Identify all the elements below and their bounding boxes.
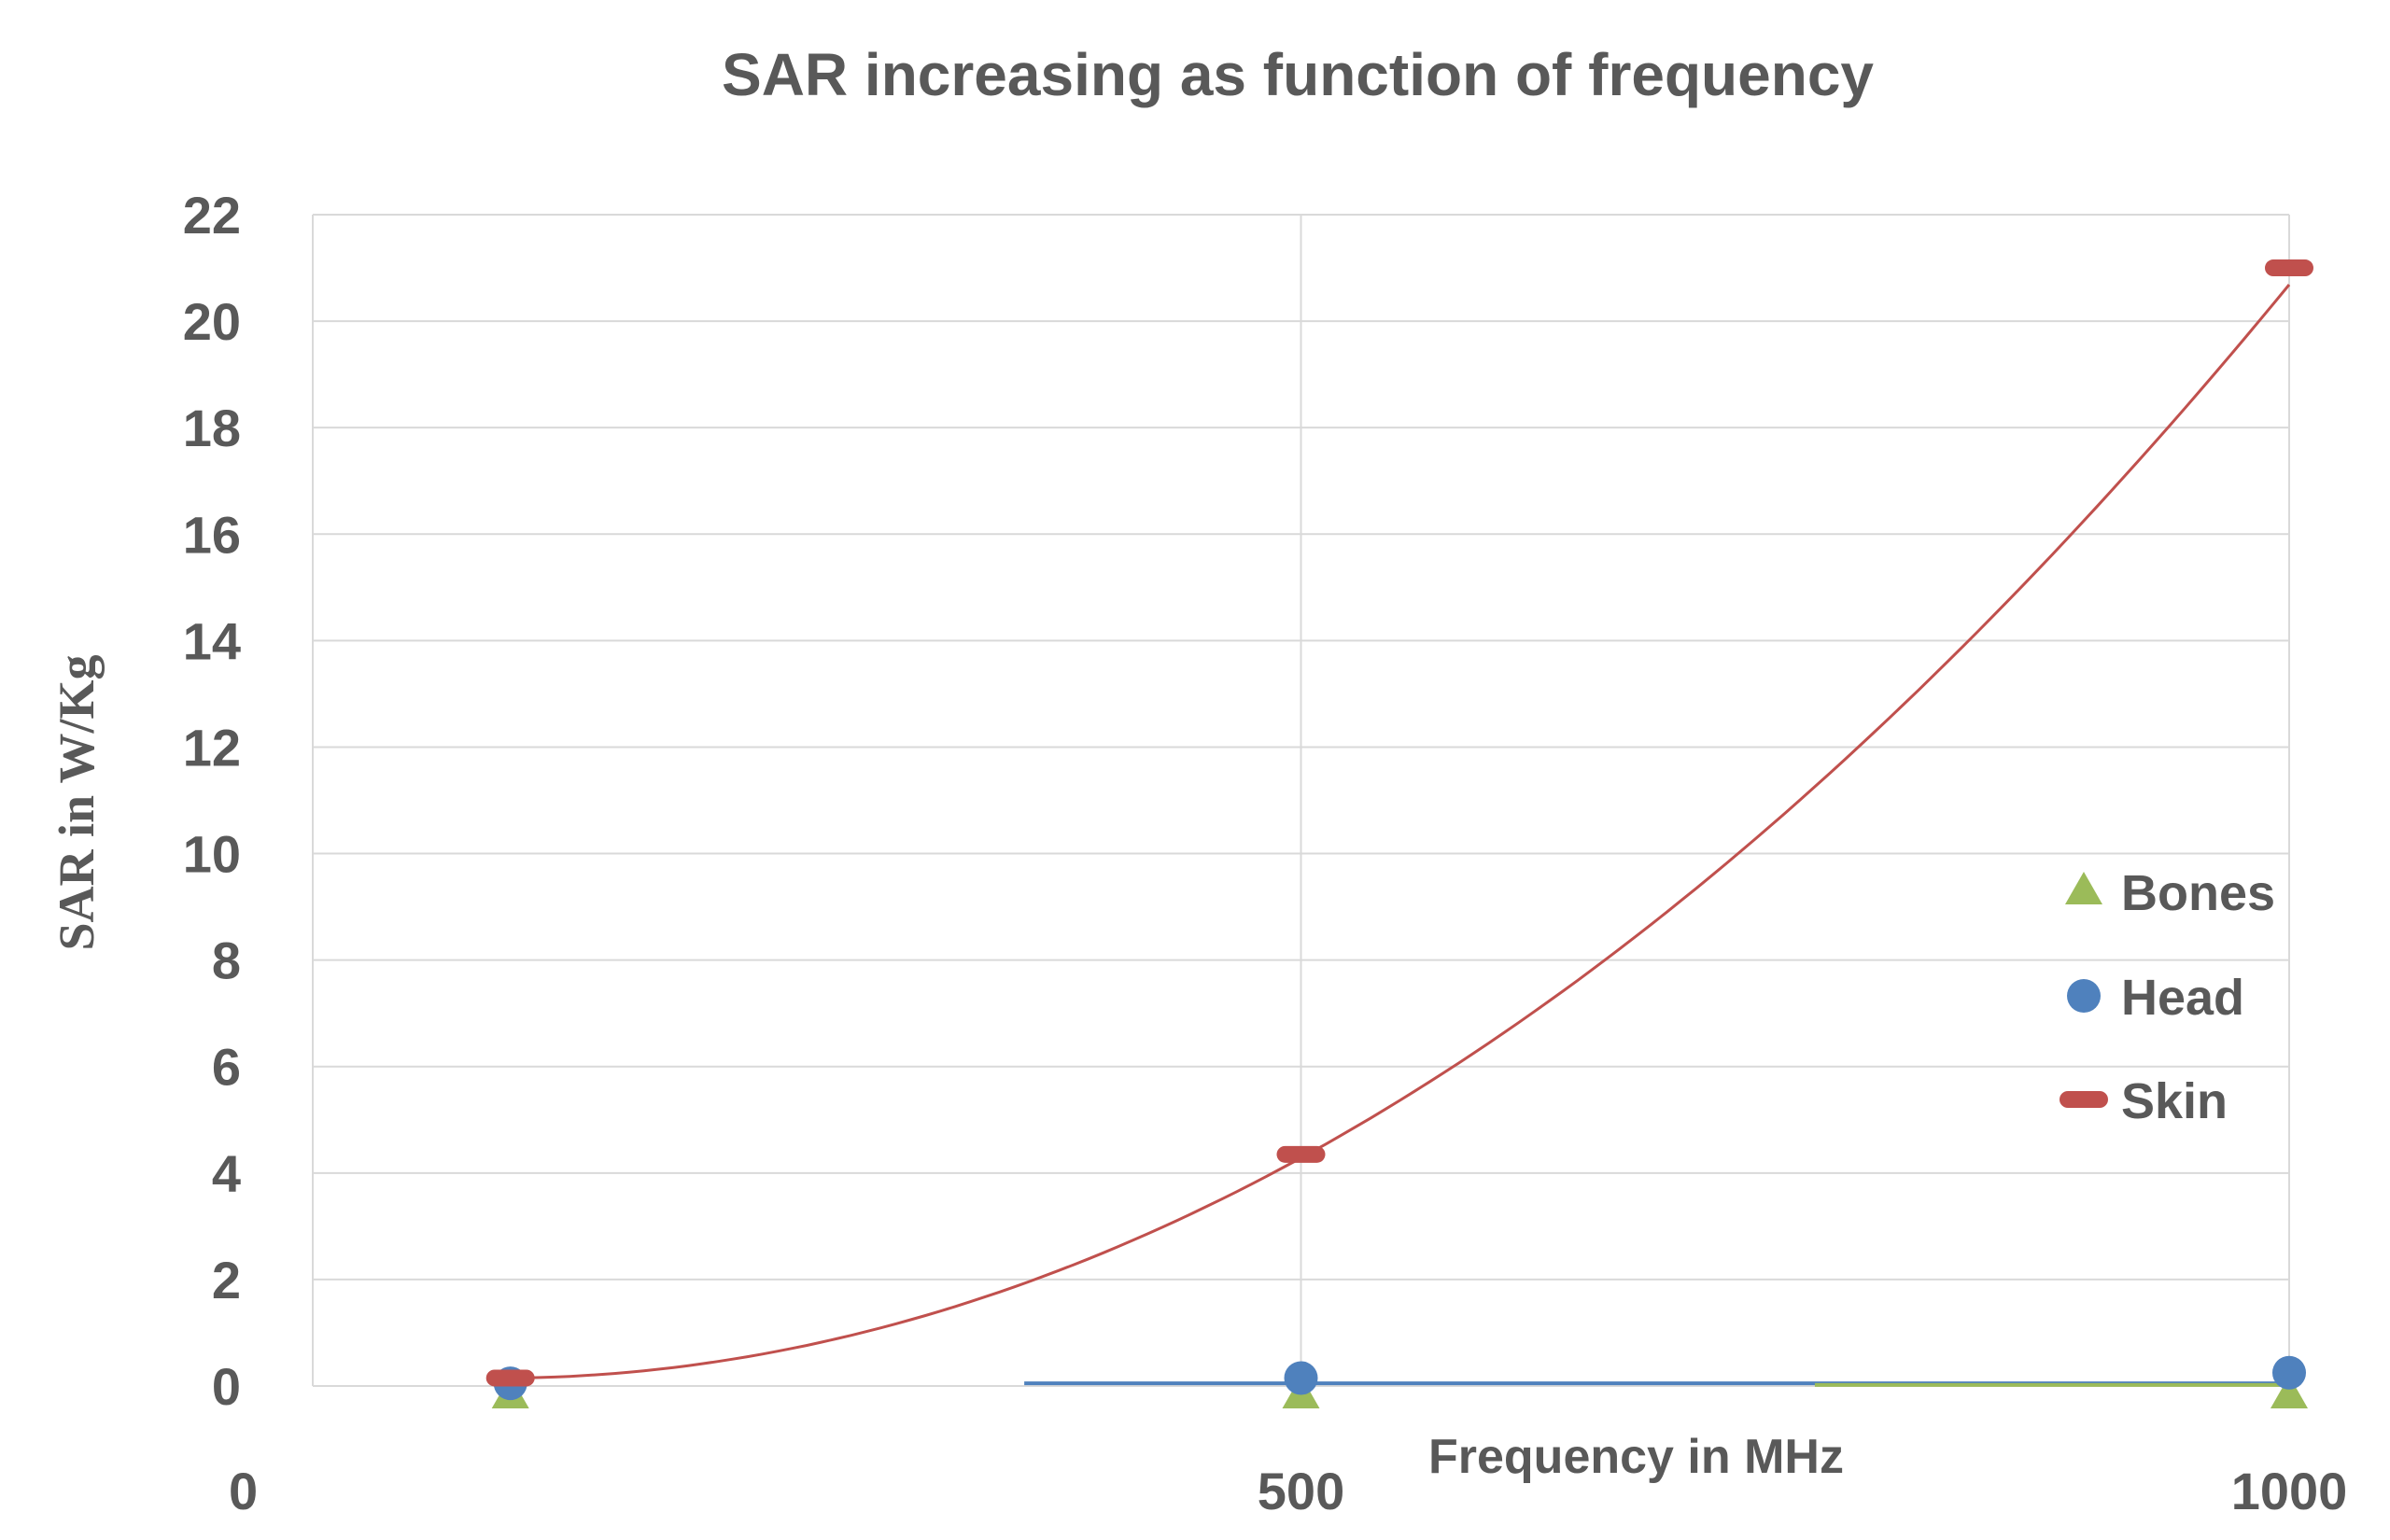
data-markers <box>485 259 2313 1408</box>
legend-bones-marker <box>2065 872 2102 904</box>
trendlines <box>510 284 2291 1387</box>
y-tick-label: 2 <box>212 1251 241 1309</box>
y-tick-label: 16 <box>183 505 241 564</box>
skin-data-point <box>2265 259 2313 277</box>
head-data-point <box>1284 1361 1318 1395</box>
y-tick-label: 18 <box>183 399 241 457</box>
x-tick-label: 500 <box>1258 1462 1344 1520</box>
legend-skin-label: Skin <box>2121 1073 2228 1129</box>
chart-title: SAR increasing as function of frequency <box>722 41 1874 108</box>
skin-data-point <box>1276 1145 1326 1163</box>
x-axis-label: Frequency in MHz <box>1428 1430 1844 1484</box>
x-tick-label: 0 <box>229 1462 258 1520</box>
head-data-point <box>2272 1355 2306 1390</box>
y-axis-label: SAR in W/Kg <box>49 654 105 950</box>
skin-data-point <box>485 1369 535 1387</box>
y-tick-label: 6 <box>212 1038 241 1097</box>
y-axis-ticks: 0 2 4 6 8 10 12 14 16 18 20 22 <box>183 186 241 1416</box>
legend-head-label: Head <box>2121 970 2244 1026</box>
skin-trendline <box>510 284 2291 1380</box>
y-tick-label: 10 <box>183 825 241 884</box>
legend-bones-label: Bones <box>2121 865 2275 921</box>
plot-grid <box>312 214 2290 1387</box>
y-tick-label: 20 <box>183 292 241 351</box>
y-tick-label: 4 <box>212 1144 241 1203</box>
legend: Bones Head Skin <box>2060 865 2275 1129</box>
legend-skin-marker <box>2060 1091 2108 1108</box>
y-tick-label: 14 <box>183 611 241 670</box>
y-tick-label: 22 <box>183 186 241 245</box>
x-axis-ticks: 0 500 1000 <box>229 1462 2347 1520</box>
bones-data-point <box>2270 1376 2308 1408</box>
x-tick-label: 1000 <box>2231 1462 2348 1520</box>
legend-head-marker <box>2067 979 2101 1013</box>
y-tick-label: 0 <box>212 1357 241 1416</box>
y-tick-label: 12 <box>183 718 241 777</box>
y-tick-label: 8 <box>212 931 241 990</box>
